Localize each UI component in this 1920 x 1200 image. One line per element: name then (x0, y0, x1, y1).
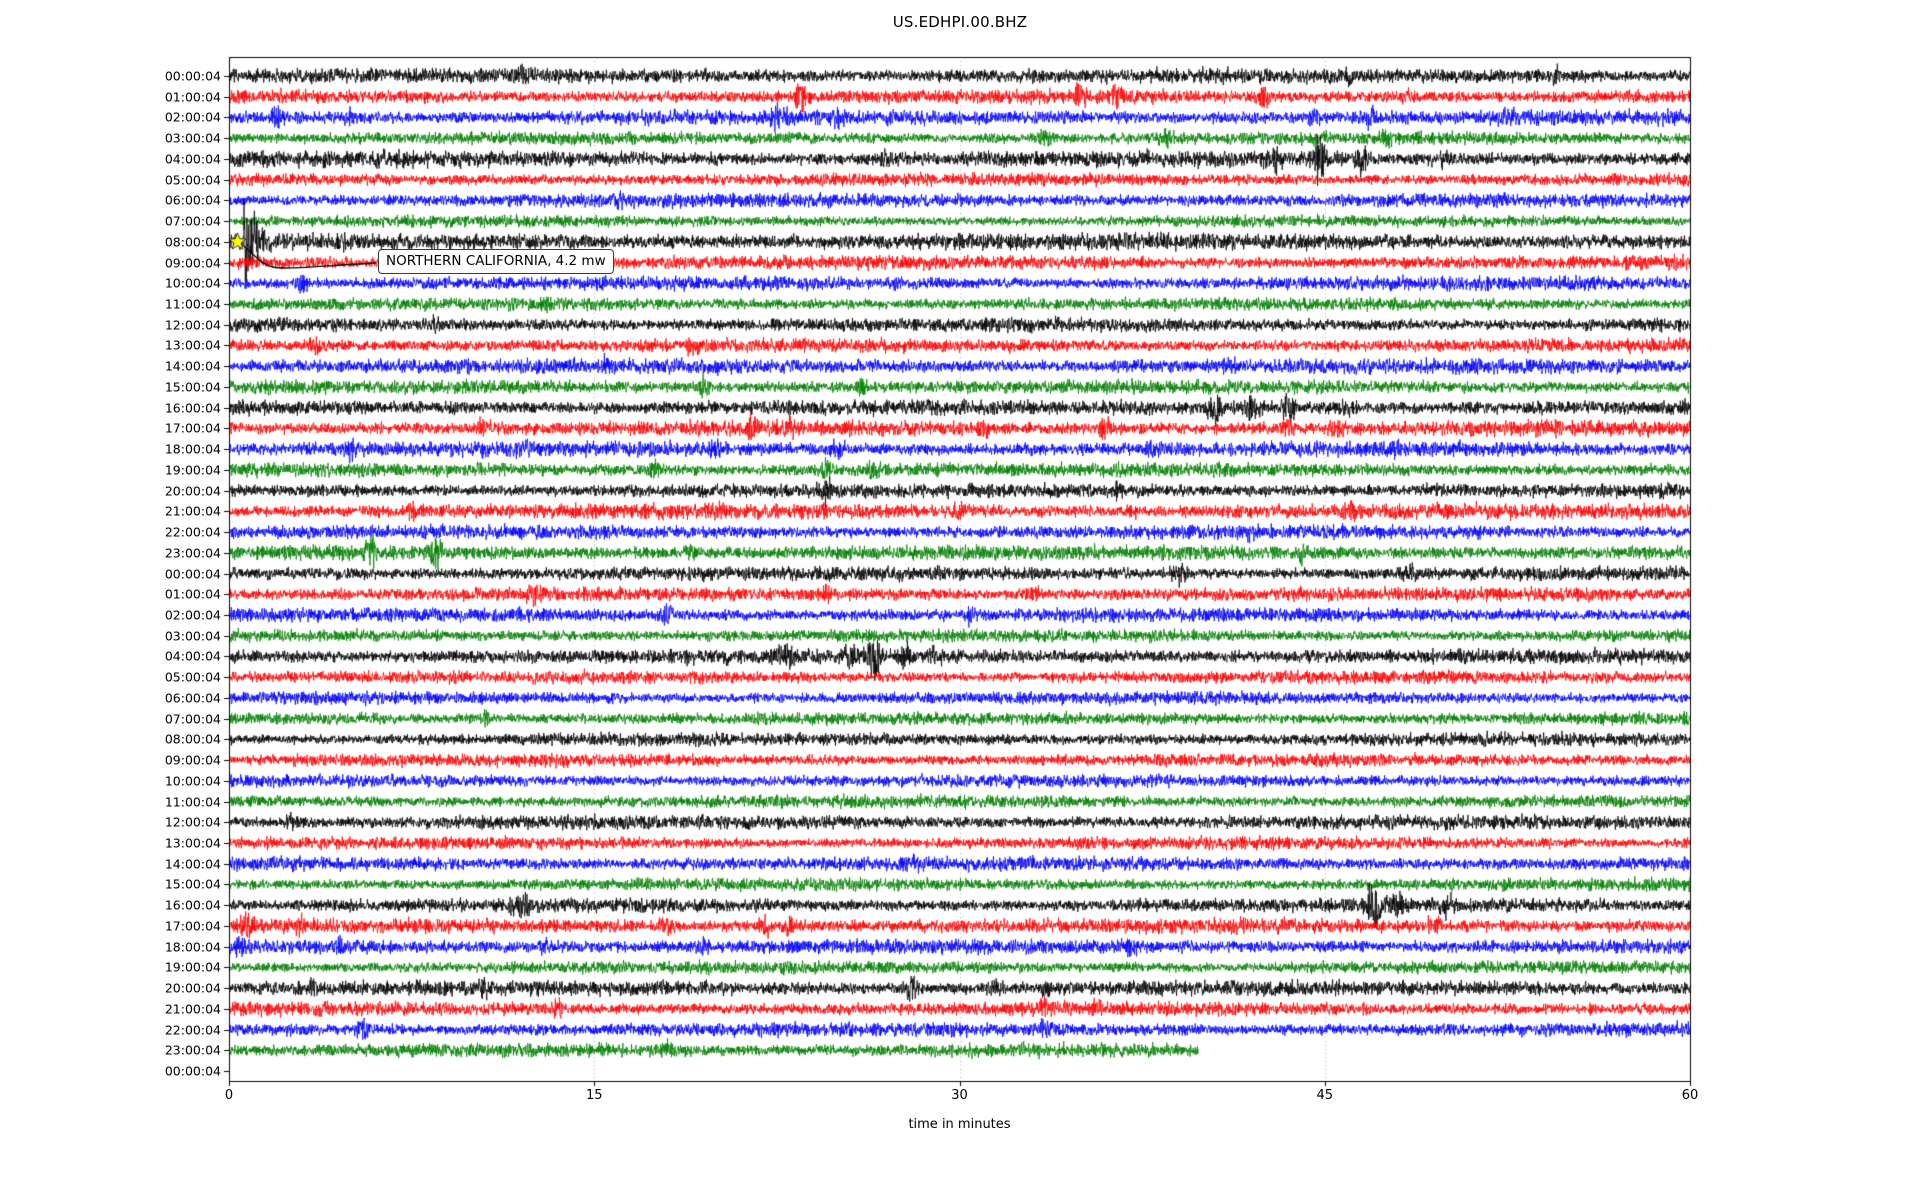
y-tick-label: 06:00:04 (164, 192, 221, 208)
y-tick-label: 00:00:04 (164, 68, 221, 84)
y-tick-label: 18:00:04 (164, 939, 221, 955)
y-tick-label: 10:00:04 (164, 773, 221, 789)
y-tick-label: 03:00:04 (164, 628, 221, 644)
y-tick-label: 19:00:04 (164, 959, 221, 975)
event-annotation-label: NORTHERN CALIFORNIA, 4.2 mw (378, 249, 614, 274)
y-tick-label: 00:00:04 (164, 566, 221, 582)
y-tick-label: 02:00:04 (164, 607, 221, 623)
y-tick-label: 21:00:04 (164, 503, 221, 519)
y-tick-label: 08:00:04 (164, 731, 221, 747)
y-tick-label: 16:00:04 (164, 400, 221, 416)
y-tick-label: 03:00:04 (164, 130, 221, 146)
y-tick-label: 16:00:04 (164, 897, 221, 913)
y-tick-label: 11:00:04 (164, 794, 221, 810)
y-tick-label: 07:00:04 (164, 213, 221, 229)
x-axis-label: time in minutes (908, 1117, 1011, 1132)
y-tick-label: 23:00:04 (164, 1042, 221, 1058)
y-tick-label: 05:00:04 (164, 669, 221, 685)
y-tick-label: 12:00:04 (164, 317, 221, 333)
x-tick-label: 60 (1681, 1088, 1699, 1103)
y-tick-label: 09:00:04 (164, 255, 221, 271)
y-tick-label: 11:00:04 (164, 296, 221, 312)
y-tick-label: 15:00:04 (164, 876, 221, 892)
y-tick-label: 09:00:04 (164, 752, 221, 768)
y-tick-label: 00:00:04 (164, 1063, 221, 1079)
y-tick-label: 19:00:04 (164, 462, 221, 478)
y-tick-label: 13:00:04 (164, 835, 221, 851)
y-tick-label: 01:00:04 (164, 586, 221, 602)
y-tick-label: 20:00:04 (164, 980, 221, 996)
y-tick-label: 06:00:04 (164, 690, 221, 706)
y-tick-label: 04:00:04 (164, 151, 221, 167)
y-tick-label: 20:00:04 (164, 483, 221, 499)
y-tick-label: 14:00:04 (164, 856, 221, 872)
y-tick-label: 22:00:04 (164, 1022, 221, 1038)
y-tick-label: 10:00:04 (164, 275, 221, 291)
x-tick-label: 45 (1316, 1088, 1334, 1103)
y-tick-label: 01:00:04 (164, 89, 221, 105)
y-tick-label: 07:00:04 (164, 711, 221, 727)
x-tick-label: 0 (224, 1088, 234, 1103)
y-tick-label: 14:00:04 (164, 358, 221, 374)
y-tick-label: 08:00:04 (164, 234, 221, 250)
y-tick-label: 12:00:04 (164, 814, 221, 830)
y-tick-label: 23:00:04 (164, 545, 221, 561)
y-tick-label: 18:00:04 (164, 441, 221, 457)
y-tick-label: 04:00:04 (164, 648, 221, 664)
y-tick-label: 15:00:04 (164, 379, 221, 395)
x-tick-label: 15 (585, 1088, 603, 1103)
y-tick-label: 02:00:04 (164, 109, 221, 125)
y-tick-label: 17:00:04 (164, 420, 221, 436)
x-tick-label: 30 (951, 1088, 968, 1103)
y-tick-label: 05:00:04 (164, 172, 221, 188)
y-tick-label: 21:00:04 (164, 1001, 221, 1017)
y-tick-label: 17:00:04 (164, 918, 221, 934)
y-tick-label: 22:00:04 (164, 524, 221, 540)
y-tick-label: 13:00:04 (164, 337, 221, 353)
